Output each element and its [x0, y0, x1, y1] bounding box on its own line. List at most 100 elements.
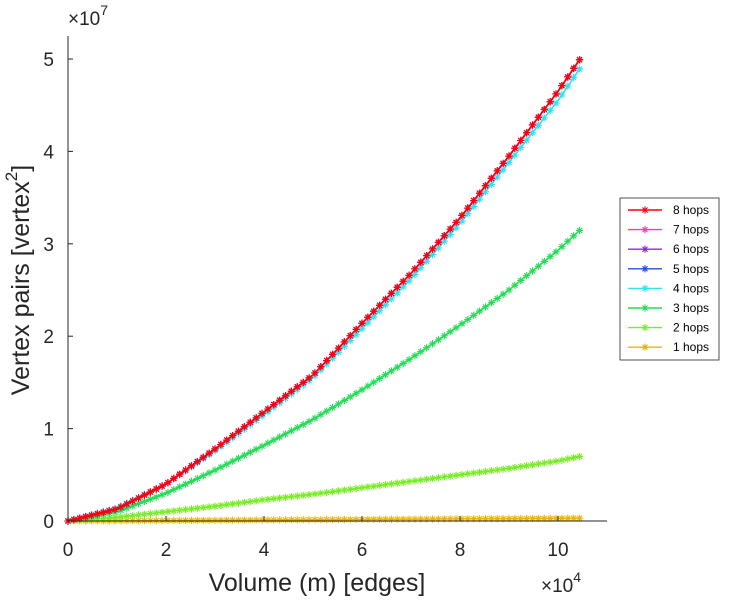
data-point	[540, 459, 548, 467]
data-point	[258, 496, 266, 504]
data-point	[564, 455, 572, 463]
legend-box	[619, 197, 720, 361]
data-point	[234, 427, 243, 435]
data-point	[399, 515, 407, 523]
data-point	[364, 515, 372, 523]
data-point	[287, 387, 296, 395]
legend-item: 1 hops	[628, 340, 709, 354]
data-point	[370, 515, 378, 523]
series-layer	[64, 56, 584, 525]
data-point	[329, 350, 337, 358]
data-point	[193, 457, 201, 466]
data-point	[340, 515, 348, 524]
x-axis-label: Volume (m) [edges]	[209, 569, 426, 597]
y-tick-label: 3	[43, 235, 54, 256]
legend-marker	[641, 226, 649, 234]
data-point	[570, 514, 578, 522]
x-tick-label: 8	[455, 540, 466, 561]
data-point	[481, 467, 490, 476]
data-point	[387, 367, 395, 375]
y-axis-label-superscript: 2	[2, 172, 21, 181]
series-line	[67, 58, 581, 522]
data-point	[428, 515, 437, 523]
data-point	[523, 129, 531, 137]
data-point	[570, 64, 578, 72]
data-point	[393, 289, 401, 297]
data-point	[229, 500, 237, 508]
data-point	[546, 514, 554, 522]
data-point	[411, 265, 419, 273]
y-axis-label: Vertex pairs [vertex2]	[2, 165, 35, 395]
y-axis-label-group: Vertex pairs [vertex2]	[2, 165, 35, 395]
data-point	[499, 159, 507, 168]
data-point	[317, 411, 325, 419]
data-point	[223, 516, 231, 524]
data-point	[470, 469, 478, 477]
data-point	[558, 456, 566, 464]
data-point	[493, 173, 501, 181]
data-point	[364, 382, 372, 390]
data-point	[476, 195, 484, 203]
data-point	[311, 414, 319, 422]
data-point	[217, 501, 225, 510]
data-point	[381, 481, 390, 489]
data-point	[405, 271, 413, 279]
x-exponent-label: ×104	[541, 569, 581, 597]
data-point	[458, 320, 466, 328]
data-point	[558, 514, 566, 522]
data-point	[505, 158, 513, 167]
data-point	[329, 515, 337, 524]
data-point	[317, 489, 325, 497]
data-point	[528, 121, 537, 129]
data-point	[528, 514, 537, 523]
data-point	[570, 73, 578, 82]
data-point	[217, 463, 225, 471]
data-point	[358, 386, 366, 394]
data-point	[199, 503, 207, 512]
data-point	[376, 515, 384, 523]
data-point	[117, 503, 125, 511]
data-point	[311, 490, 319, 498]
data-point	[193, 516, 201, 524]
data-point	[176, 506, 184, 514]
data-point	[505, 464, 513, 472]
data-point	[217, 516, 225, 524]
data-point	[423, 344, 431, 352]
series-line	[67, 58, 581, 522]
data-point	[387, 480, 395, 488]
data-point	[299, 491, 307, 499]
data-point	[229, 457, 237, 465]
data-point	[452, 471, 460, 479]
data-point	[476, 189, 484, 197]
data-point	[246, 418, 254, 426]
data-point	[511, 463, 519, 472]
data-point	[170, 485, 178, 494]
data-point	[134, 494, 143, 502]
data-point	[517, 136, 525, 145]
data-point	[493, 294, 501, 303]
data-point	[376, 301, 384, 309]
data-point	[528, 461, 537, 469]
data-point	[370, 307, 378, 315]
data-point	[417, 476, 425, 484]
x-exponent-power: 4	[573, 569, 581, 585]
data-point	[399, 359, 407, 368]
data-point	[452, 324, 460, 332]
x-tick-label: 0	[63, 540, 74, 561]
data-point	[176, 483, 184, 491]
data-point	[575, 226, 584, 234]
data-point	[417, 258, 425, 266]
data-point	[334, 348, 343, 356]
data-point	[281, 392, 290, 400]
data-point	[370, 378, 378, 386]
data-point	[82, 513, 90, 521]
data-point	[487, 174, 495, 182]
data-point	[470, 196, 478, 205]
data-point	[111, 513, 119, 522]
data-point	[334, 487, 343, 495]
data-point	[399, 478, 407, 486]
data-point	[434, 515, 443, 523]
data-point	[546, 106, 554, 115]
data-point	[540, 514, 548, 522]
data-point	[464, 210, 472, 218]
